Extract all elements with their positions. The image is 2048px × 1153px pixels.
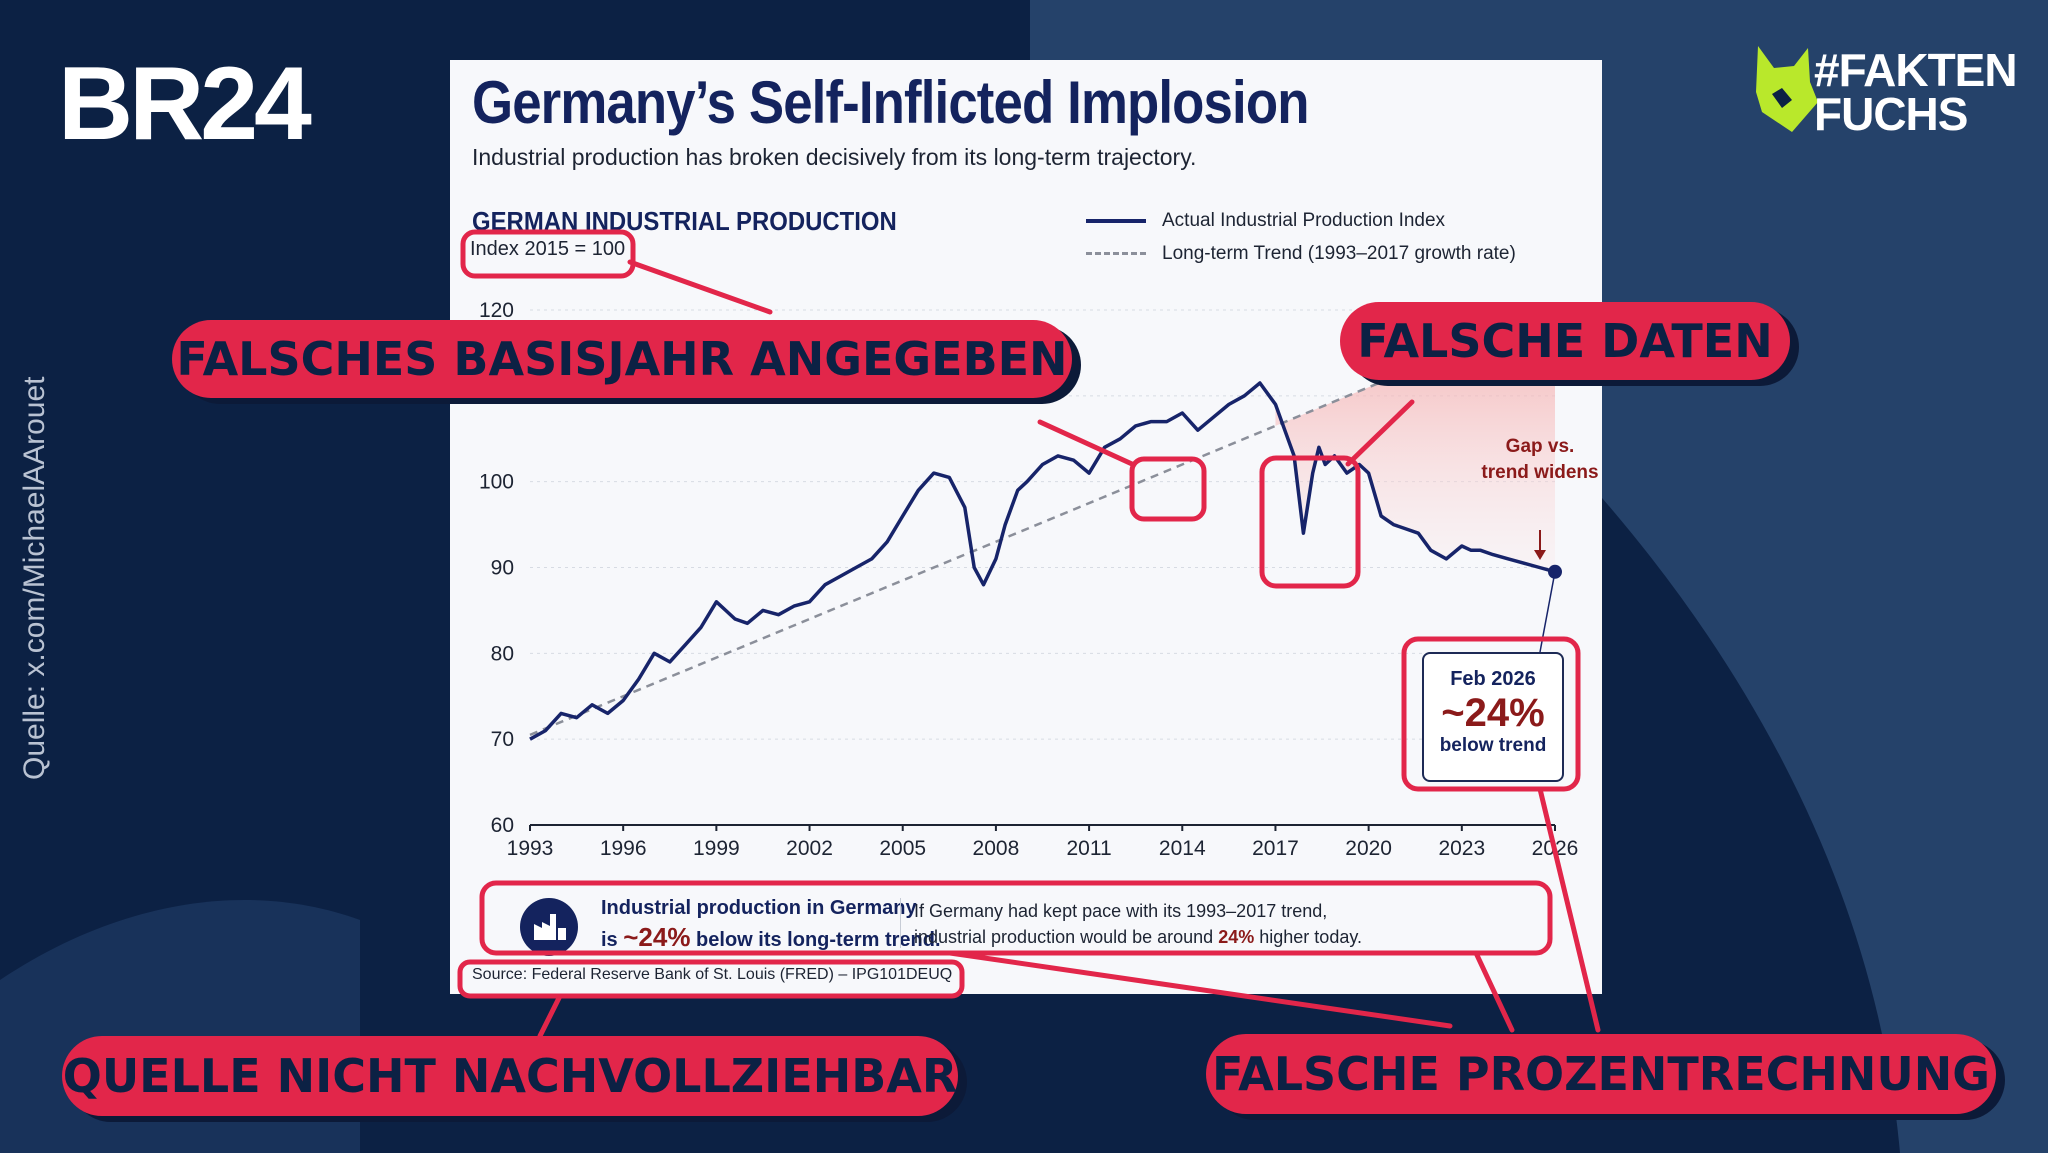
x-tick-2020: 2020 — [1345, 837, 1392, 860]
y-tick-70: 70 — [491, 728, 514, 751]
br24-logo: BR24 — [58, 46, 312, 162]
footer-left-text: Industrial production in Germany is ~24%… — [601, 894, 941, 955]
footer-right-text: If Germany had kept pace with its 1993–2… — [914, 898, 1362, 950]
fox-icon — [1756, 46, 1818, 132]
gap-line1: Gap vs. — [1505, 436, 1575, 457]
faktenfuchs-line2: FUCHS — [1814, 88, 1968, 140]
callout-date: Feb 2026 — [1450, 668, 1536, 690]
y-tick-100: 100 — [479, 471, 514, 494]
footer-right-line1: If Germany had kept pace with its 1993–2… — [914, 901, 1328, 921]
x-tick-2026: 2026 — [1532, 837, 1579, 860]
callout-percent: ~24% — [1441, 691, 1545, 735]
faktenfuchs-line1: #FAKTEN — [1814, 44, 2018, 96]
footer-right-line2b: higher today. — [1259, 927, 1363, 947]
callout-below: below trend — [1439, 735, 1547, 756]
footer-right-line2a: industrial production would be around — [914, 927, 1214, 947]
y-tick-80: 80 — [491, 642, 514, 665]
footer-left-line1: Industrial production in Germany — [601, 897, 917, 919]
chart-title: Germany’s Self-Inflicted Implosion — [472, 69, 1309, 136]
footer-left-pct: ~24% — [623, 922, 691, 952]
faktenfuchs-logo: #FAKTEN FUCHS — [1752, 42, 2018, 142]
x-tick-1996: 1996 — [600, 837, 647, 860]
gap-line2: trend widens — [1481, 462, 1599, 483]
trend-line — [529, 308, 1556, 737]
footer-summary: Industrial production in Germany is ~24%… — [490, 886, 1582, 958]
x-tick-2005: 2005 — [879, 837, 926, 860]
factory-icon — [520, 898, 578, 956]
x-tick-1993: 1993 — [507, 837, 554, 860]
infographic-card: Germany’s Self-Inflicted Implosion Indus… — [450, 60, 1602, 994]
endpoint-marker — [1548, 564, 1562, 579]
y-tick-60: 60 — [491, 814, 514, 837]
x-tick-2023: 2023 — [1438, 837, 1485, 860]
footer-divider — [900, 898, 901, 948]
label-source-not-traceable: QUELLE NICHT NACHVOLLZIEHBAR — [62, 1036, 958, 1116]
footer-left-is: is — [601, 929, 618, 951]
legend-swatch-solid — [1086, 218, 1146, 223]
legend-label-trend: Long-term Trend (1993–2017 growth rate) — [1162, 242, 1516, 264]
y-tick-120: 120 — [479, 299, 514, 322]
footer-right-pct: 24% — [1218, 927, 1255, 947]
x-tick-2011: 2011 — [1067, 837, 1112, 860]
x-tick-2014: 2014 — [1159, 837, 1206, 860]
x-tick-2008: 2008 — [973, 837, 1020, 860]
chart-subtitle: Industrial production has broken decisiv… — [472, 144, 1197, 170]
callout-leader — [1539, 571, 1556, 653]
gap-arrow-head — [1534, 550, 1546, 560]
source-line: Source: Federal Reserve Bank of St. Loui… — [472, 966, 953, 983]
label-wrong-data: FALSCHE DATEN — [1340, 302, 1790, 380]
legend-swatch-dashed — [1086, 252, 1146, 255]
x-tick-1999: 1999 — [693, 837, 740, 860]
x-tick-2017: 2017 — [1252, 837, 1299, 860]
label-wrong-percent-calc: FALSCHE PROZENTRECHNUNG — [1206, 1034, 1996, 1114]
x-tick-2002: 2002 — [786, 837, 833, 860]
legend-item-actual: Actual Industrial Production Index — [1086, 204, 1516, 237]
legend-item-trend: Long-term Trend (1993–2017 growth rate) — [1086, 237, 1516, 270]
chart-legend: Actual Industrial Production Index Long-… — [1086, 204, 1516, 270]
legend-label-actual: Actual Industrial Production Index — [1162, 209, 1446, 231]
source-credit: Quelle: x.com/MichaelAArouet — [18, 376, 51, 780]
callout-box: Feb 2026 ~24% below trend — [1422, 652, 1564, 782]
line-chart: 6070809010011012019931996199920022005200… — [479, 299, 1579, 860]
label-wrong-base-year: FALSCHES BASISJAHR ANGEGEBEN — [172, 320, 1072, 398]
footer-left-rest: below its long-term trend. — [696, 929, 941, 951]
y-tick-90: 90 — [491, 557, 514, 580]
gap-annotation: Gap vs. trend widens — [1460, 434, 1602, 486]
